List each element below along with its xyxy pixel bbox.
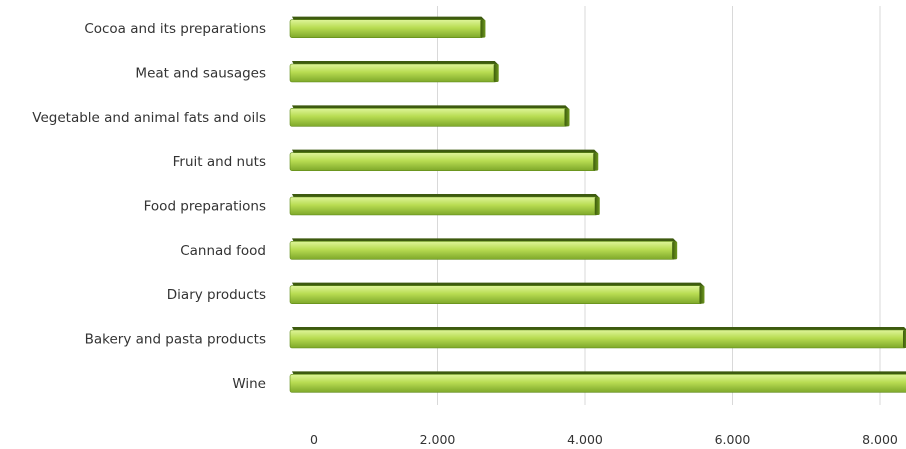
bar-face — [289, 19, 484, 38]
bar-5 — [289, 238, 678, 260]
bar-face — [289, 374, 906, 393]
category-label-6: Diary products — [167, 287, 266, 303]
bar-8 — [289, 371, 906, 393]
category-label-3: Fruit and nuts — [173, 154, 266, 170]
bar-end-cap — [493, 64, 499, 82]
bar-2 — [289, 105, 570, 127]
bar-face — [289, 152, 597, 171]
bar-end-cap — [564, 108, 570, 127]
x-axis-tick-labels: 0 2.000 4.000 6.000 8.000 — [310, 432, 898, 447]
bar-face — [289, 63, 498, 83]
bar-7 — [289, 327, 906, 349]
x-tick-label-0: 0 — [310, 432, 318, 447]
bar-face — [289, 329, 906, 349]
bar-end-cap — [672, 241, 678, 260]
bars — [289, 16, 906, 393]
bar-end-cap — [903, 330, 906, 348]
category-label-8: Wine — [232, 376, 266, 392]
bar-face — [289, 285, 703, 304]
bar-end-cap — [699, 285, 705, 304]
bar-end-cap — [594, 197, 600, 215]
category-label-7: Bakery and pasta products — [85, 332, 266, 348]
bar-1 — [289, 61, 499, 83]
bar-3 — [289, 149, 599, 171]
x-tick-label-2: 4.000 — [567, 432, 603, 447]
bar-end-cap — [480, 19, 486, 38]
bar-6 — [289, 282, 705, 304]
bar-face — [289, 196, 599, 216]
category-label-4: Food preparations — [144, 199, 266, 215]
bar-4 — [289, 194, 600, 216]
x-tick-label-4: 8.000 — [862, 432, 898, 447]
bar-end-cap — [593, 152, 599, 171]
category-label-0: Cocoa and its preparations — [84, 21, 266, 37]
category-labels: Cocoa and its preparations Meat and sausa… — [32, 21, 266, 392]
bar-0 — [289, 16, 486, 38]
bar-face — [289, 108, 568, 127]
bar-face — [289, 241, 676, 260]
x-tick-label-1: 2.000 — [420, 432, 456, 447]
x-tick-label-3: 6.000 — [715, 432, 751, 447]
category-label-2: Vegetable and animal fats and oils — [32, 110, 266, 126]
category-label-5: Cannad food — [180, 243, 266, 259]
category-label-1: Meat and sausages — [135, 66, 266, 82]
